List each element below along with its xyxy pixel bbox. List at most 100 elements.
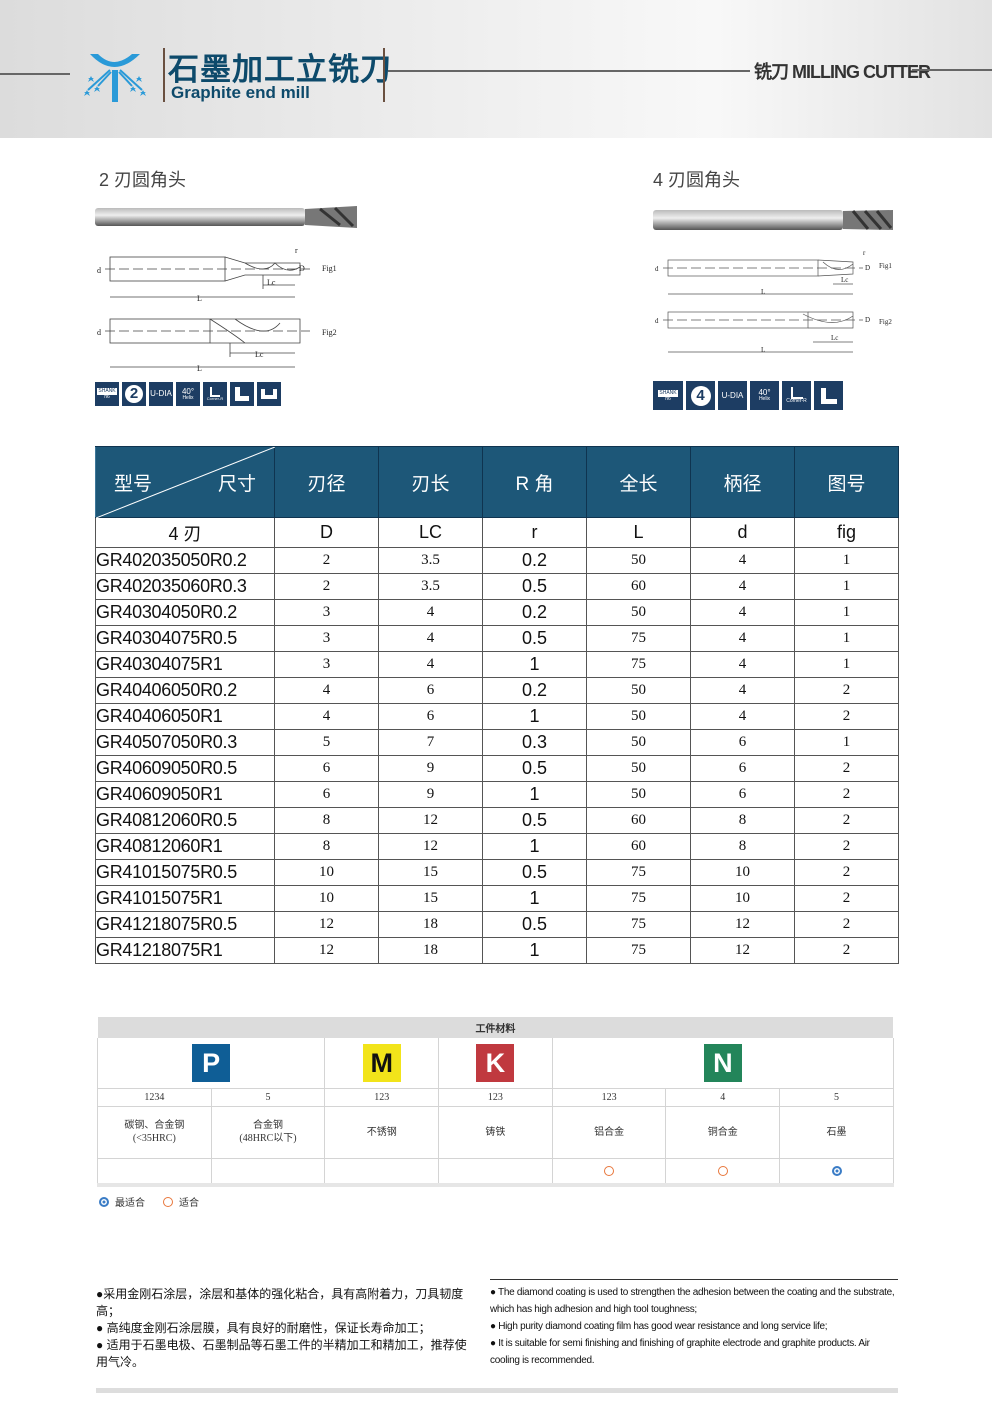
notes-en: ● The diamond coating is used to strengt… [490, 1284, 898, 1369]
L-cell: 60 [586, 833, 691, 860]
model-cell: GR40812060R1 [95, 833, 275, 860]
material-name: 石墨 [779, 1106, 894, 1159]
r-cell: 0.5 [482, 807, 587, 834]
r-cell: 0.5 [482, 755, 587, 782]
legend-suitable: 适合 [179, 1198, 199, 1209]
category-label: 铣刀 MILLING CUTTER [754, 62, 931, 82]
tool-photo-4-flute [653, 210, 893, 230]
LC-cell: 18 [378, 911, 483, 938]
d-cell: 4 [690, 599, 795, 626]
LC-cell: 18 [378, 937, 483, 964]
tool-drawing-2-flute: d Dr Lc L Fig1 d Lc L Fig2 [97, 246, 337, 373]
D-cell: 6 [274, 781, 379, 808]
suitable-icon [163, 1196, 173, 1207]
d-cell: 4 [690, 651, 795, 678]
iso-n-badge: N [703, 1043, 742, 1082]
material-subgroup-number: 123 [438, 1088, 553, 1107]
table-row: GR40812060R0.5 8 12 0.5 60 8 2 [95, 807, 899, 834]
fig-cell: 1 [794, 625, 899, 652]
fig-cell: 2 [794, 807, 899, 834]
iso-m-badge: M [362, 1043, 401, 1082]
group-N: N [551, 1038, 894, 1089]
header-cutting-length: 刃长 [378, 446, 483, 518]
d-cell: 6 [690, 729, 795, 756]
l-shape-icon [814, 381, 843, 410]
r-cell: 1 [482, 781, 587, 808]
LC-cell: 12 [378, 833, 483, 860]
table-row: GR40507050R0.3 5 7 0.3 50 6 1 [95, 729, 899, 756]
material-name-text: 合金钢 [253, 1120, 284, 1131]
feature-icons-4-flute: SHANK h6 4 U-DIA 40° Helix Corner-R [653, 381, 843, 410]
group-P: P [96, 1038, 326, 1089]
page-header [0, 0, 992, 138]
note-en-3: ● It is suitable for semi finishing and … [490, 1338, 870, 1366]
spec-table: 型号 尺寸 刃径 刃长 R 角 全长 柄径 图号 4 刃 D LC r L d … [95, 446, 899, 964]
material-subgroup-number: 4 [665, 1088, 781, 1107]
LC-cell: 7 [378, 729, 483, 756]
u-dia-icon: U-DIA [718, 381, 747, 410]
iso-p-badge: P [192, 1043, 231, 1082]
material-name-text: 石墨 [826, 1126, 847, 1138]
material-subgroup-number: 5 [779, 1088, 894, 1107]
LC-cell: 9 [378, 781, 483, 808]
fig-cell: 1 [794, 573, 899, 600]
LC-cell: 9 [378, 755, 483, 782]
svg-text:L: L [761, 288, 765, 296]
LC-cell: 4 [378, 651, 483, 678]
material-name: 碳钢、合金钢 (<35HRC) [97, 1106, 212, 1159]
material-name: 铜合金 [665, 1106, 781, 1159]
r-cell: 0.5 [482, 625, 587, 652]
model-cell: GR41218075R0.5 [95, 911, 275, 938]
suitable-icon [717, 1165, 728, 1176]
subheader-L: L [586, 517, 691, 548]
material-name: 不锈钢 [324, 1106, 440, 1159]
r-cell: 1 [482, 833, 587, 860]
materials-table: 工件材料 P M K N 1234 5 123 123 123 4 5 碳钢、合金钢 (<35… [96, 1017, 894, 1187]
dim-l: L [197, 294, 202, 303]
suitable-icon [604, 1165, 615, 1176]
product-title-2-flute: 2 刃圆角头 [99, 170, 187, 190]
helix-40-icon: 40° Helix [750, 381, 779, 410]
dim-r: r [295, 246, 298, 255]
D-cell: 10 [274, 859, 379, 886]
d-cell: 6 [690, 781, 795, 808]
L-cell: 60 [586, 573, 691, 600]
d-cell: 12 [690, 911, 795, 938]
fig-cell: 1 [794, 599, 899, 626]
header-size: 尺寸 [217, 474, 256, 495]
L-cell: 75 [586, 911, 691, 938]
r-cell: 0.2 [482, 599, 587, 626]
table-row: GR41015075R0.5 10 15 0.5 75 10 2 [95, 859, 899, 886]
page-title: 石墨加工立铣刀 [168, 52, 392, 87]
corner-r-icon: Corner-R [782, 381, 811, 410]
group-M: M [324, 1038, 440, 1089]
L-cell: 50 [586, 599, 691, 626]
u-shape-icon [257, 382, 281, 406]
fig1-label: Fig1 [879, 262, 892, 270]
D-cell: 8 [274, 833, 379, 860]
best-fit-icon [99, 1196, 109, 1207]
fig-cell: 2 [794, 833, 899, 860]
materials-legend: 最适合 适合 [99, 1194, 199, 1209]
header-rule-right [912, 69, 992, 71]
model-cell: GR40406050R1 [95, 703, 275, 730]
D-cell: 4 [274, 677, 379, 704]
D-cell: 5 [274, 729, 379, 756]
svg-text:d: d [97, 328, 101, 337]
svg-text:Lc: Lc [841, 276, 848, 284]
model-cell: GR40304075R1 [95, 651, 275, 678]
L-cell: 75 [586, 625, 691, 652]
L-cell: 50 [586, 547, 691, 574]
helix-40-icon: 40° Helix [176, 382, 200, 406]
two-flute-icon: 2 [122, 382, 146, 406]
material-suitability [551, 1158, 667, 1187]
LC-cell: 6 [378, 703, 483, 730]
d-cell: 10 [690, 859, 795, 886]
d-cell: 8 [690, 833, 795, 860]
D-cell: 12 [274, 911, 379, 938]
l-shape-icon [230, 382, 254, 406]
fig-cell: 2 [794, 781, 899, 808]
shank-h6-icon: SHANK h6 [95, 382, 119, 406]
material-name-text: 不锈钢 [366, 1126, 397, 1138]
four-flute-icon: 4 [686, 381, 715, 410]
